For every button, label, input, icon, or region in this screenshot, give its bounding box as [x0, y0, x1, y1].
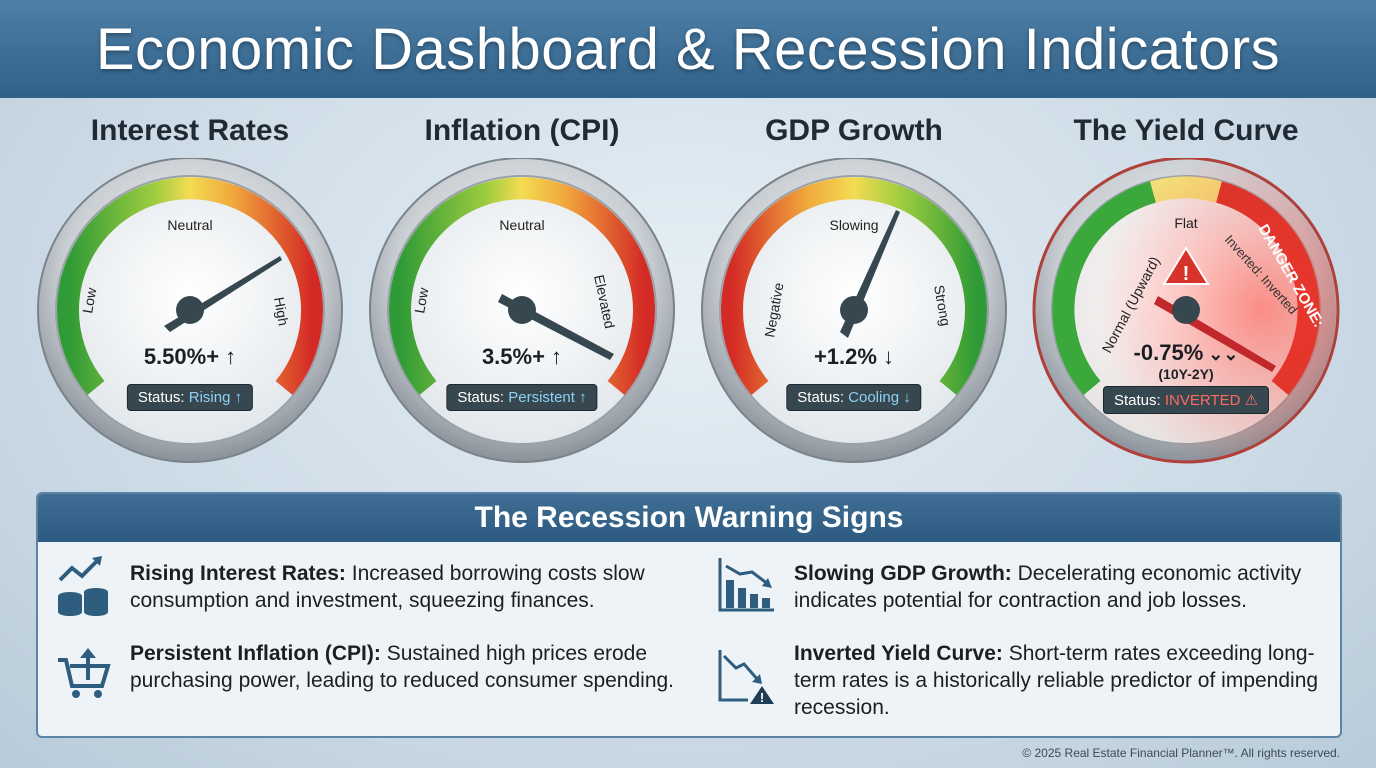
line-down-warning-icon: ! — [718, 650, 774, 705]
warning-item-interest-rates: Rising Interest Rates: Increased borrowi… — [130, 562, 645, 612]
gauge-title: GDP Growth — [765, 114, 943, 147]
bar-chart-down-icon — [718, 558, 774, 612]
double-chevron-down-icon: ⌄⌄ — [1203, 344, 1239, 364]
gauge-title: The Yield Curve — [1073, 114, 1299, 147]
gauge-title: Interest Rates — [90, 114, 290, 147]
arrow-up-icon: ↑ — [544, 344, 563, 369]
gauge-label-left: Low — [411, 286, 431, 315]
gauge-dial: Low Neutral Elevated — [369, 158, 675, 463]
warning-item-yield-curve: Inverted Yield Curve: Short-term rates e… — [794, 642, 1319, 719]
warning-signs-panel: The Recession Warning Signs Rising Inter… — [36, 492, 1342, 738]
gauge-label-left: Low — [79, 286, 99, 315]
gauge-dial: Low Neutral High — [37, 158, 343, 463]
gauge-label-top: Neutral — [167, 217, 212, 233]
gauge-dial: Negative Slowing Strong — [701, 158, 1007, 463]
gauge-dial: Normal (Upward) Flat Inverted: Inverted … — [1032, 158, 1340, 464]
gauge-value: 5.50%+ ↑ — [143, 344, 237, 369]
status-badge: Status: Rising ↑ — [126, 384, 254, 411]
gauge-gdp-growth: GDP Growth Negative Slowing Strong +1.2%… — [694, 110, 1014, 470]
arrow-down-icon: ↓ — [903, 389, 911, 406]
gauge-label-top: Slowing — [829, 217, 878, 233]
arrow-up-icon: ↑ — [219, 344, 237, 369]
header-bar: Economic Dashboard & Recession Indicator… — [0, 0, 1376, 98]
gauge-label-top: Neutral — [499, 217, 544, 233]
gauge-label-right: Strong — [931, 284, 954, 327]
gauge-value: +1.2% ↓ — [813, 344, 895, 369]
warning-item-inflation: Persistent Inflation (CPI): Sustained hi… — [130, 642, 675, 692]
copyright-footer: © 2025 Real Estate Financial Planner™. A… — [1022, 746, 1340, 760]
gauge-label-top: Flat — [1174, 215, 1197, 231]
arrow-up-icon: ↑ — [234, 389, 243, 406]
warning-icon: ! — [1162, 246, 1210, 285]
chart-coins-icon — [58, 556, 108, 616]
arrow-down-icon: ↓ — [876, 344, 895, 369]
gauge-subvalue: (10Y-2Y) — [1158, 366, 1214, 382]
gauge-yield-curve: The Yield Curve Normal (Upward) Flat Inv… — [1026, 110, 1346, 470]
cart-up-icon — [58, 648, 111, 698]
gauge-value: -0.75% ⌄⌄ — [1133, 340, 1239, 365]
panel-title: The Recession Warning Signs — [474, 501, 904, 534]
status-badge: Status: Cooling ↓ — [786, 384, 922, 411]
svg-text:!: ! — [1183, 263, 1190, 285]
warning-icon: ⚠ — [1244, 392, 1259, 409]
warning-item-gdp: Slowing GDP Growth: Decelerating economi… — [794, 562, 1302, 612]
gauge-label-right: High — [271, 296, 292, 327]
panel-header: The Recession Warning Signs — [38, 494, 1340, 542]
page-title: Economic Dashboard & Recession Indicator… — [95, 16, 1281, 82]
gauge-interest-rates: Interest Rates Low Neutral High 5.50%+ ↑… — [30, 110, 350, 470]
status-badge: Status: Persistent ↑ — [446, 384, 598, 411]
gauge-title: Inflation (CPI) — [424, 114, 620, 147]
arrow-up-icon: ↑ — [579, 389, 587, 406]
gauge-value: 3.5%+ ↑ — [481, 344, 563, 369]
svg-text:!: ! — [760, 690, 764, 705]
status-badge: Status: INVERTED ⚠ — [1102, 386, 1270, 414]
gauge-inflation: Inflation (CPI) Low Neutral Elevated 3.5… — [362, 110, 682, 470]
